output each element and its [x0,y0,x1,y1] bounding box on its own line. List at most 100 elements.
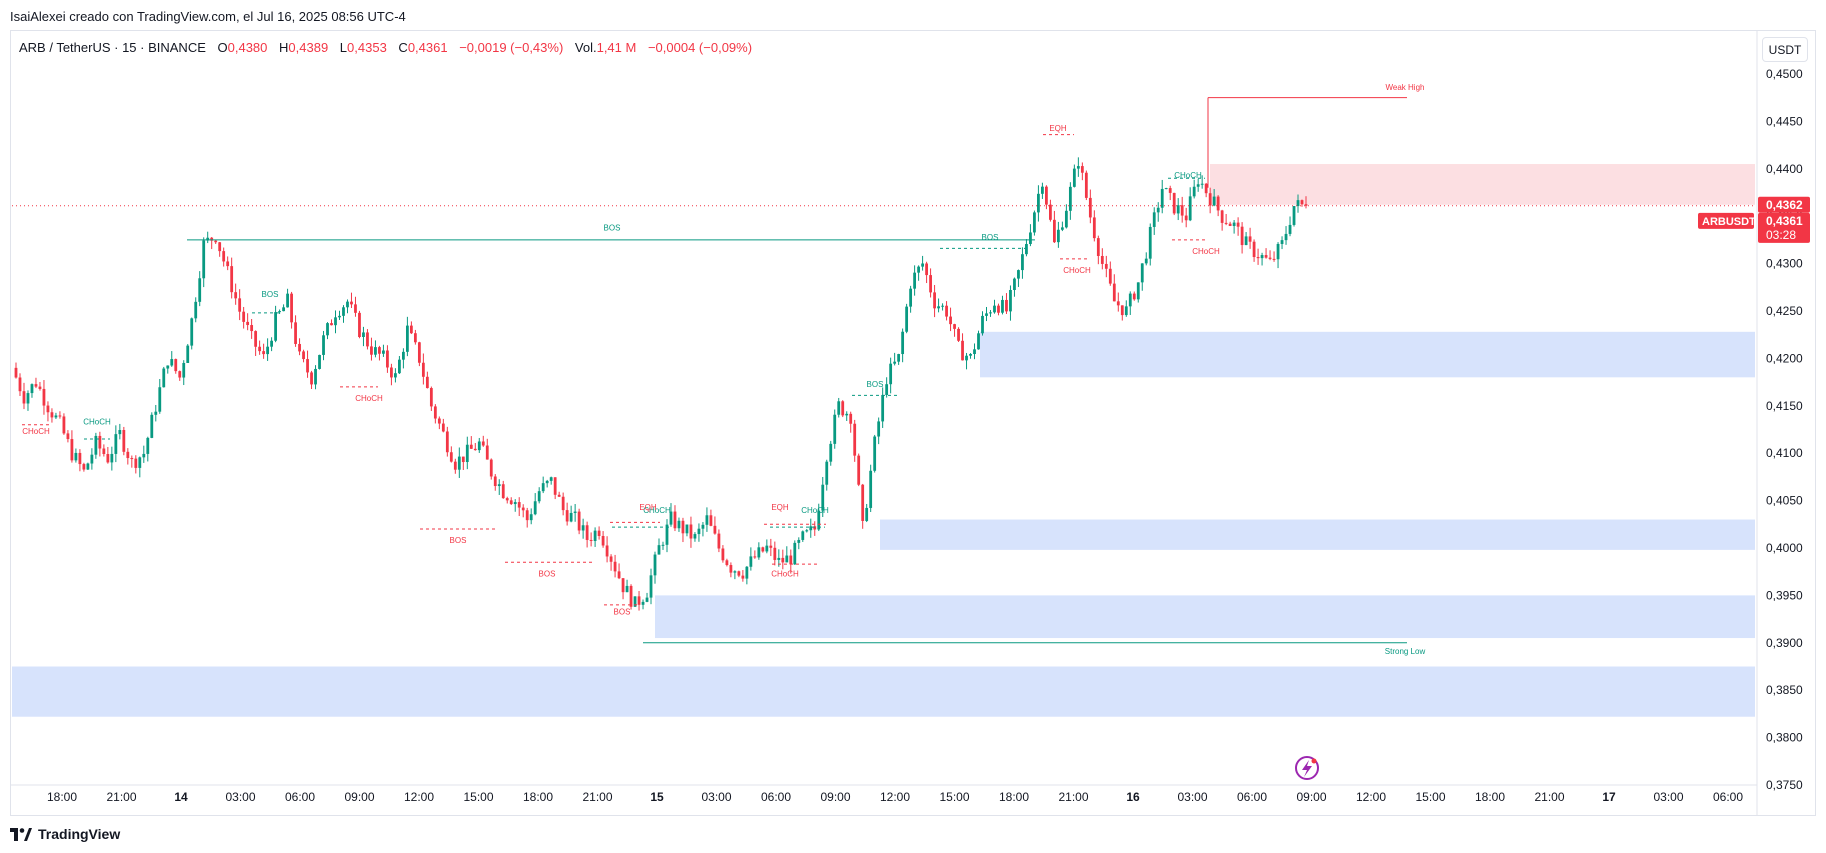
candle [429,388,433,407]
candle [1236,222,1240,227]
candle [849,413,853,424]
candle [721,548,725,561]
candle [1156,207,1160,213]
time-tick-label: 06:00 [761,790,791,804]
candle [246,321,250,326]
candle [913,272,917,289]
candle [370,346,373,355]
candle [729,565,733,573]
candle [733,571,737,573]
candle [413,333,417,343]
candle [441,423,445,432]
candle [142,453,146,458]
candle [298,343,301,352]
candle [278,311,281,313]
candle [589,539,593,541]
candle [873,436,877,471]
tradingview-logo[interactable]: TradingView [10,826,120,842]
candle [497,484,501,487]
candle [58,415,62,417]
structure-label: CHoCH [771,569,799,578]
candle [102,448,106,455]
time-tick-label: 18:00 [1475,790,1505,804]
candle [238,298,242,312]
candle [26,393,30,404]
candle [785,555,789,563]
candle [865,507,869,521]
candle [1108,268,1112,284]
symbol-tag-label: ARBUSDT [1702,216,1756,228]
candle [973,349,976,355]
price-tick-label: 0,4500 [1766,67,1803,81]
demand-zone [980,331,1755,378]
candle [637,596,641,605]
candle [1116,301,1120,306]
candle [1080,166,1084,173]
time-tick-label: 18:00 [523,790,553,804]
candle [194,301,198,319]
candle [941,305,944,307]
candle [565,510,569,522]
candle [725,560,729,566]
candle [633,596,637,607]
candle [1244,236,1248,246]
time-tick-label: 18:00 [999,790,1029,804]
candle [737,571,741,576]
candle [805,530,809,532]
candle [989,312,992,314]
candle [881,394,885,422]
structure-label: CHoCH [801,506,829,515]
time-tick-label: 21:00 [1534,790,1564,804]
candle [1033,212,1036,233]
candle [1208,193,1212,206]
candle [1041,186,1044,194]
candle [1120,305,1124,316]
candle [1021,254,1024,271]
structure-label: Weak High [1386,83,1425,92]
candle [601,535,605,546]
candle [1076,166,1080,169]
legend-symbol[interactable]: ARB / TetherUS · 15 · BINANCE [19,40,206,55]
candle [382,350,385,354]
candle [1272,258,1276,260]
candle [1152,212,1156,227]
candle [1216,196,1220,211]
candle [797,539,801,543]
demand-zone [880,519,1755,550]
candle [557,494,561,497]
candle [405,325,409,352]
price-tick-label: 0,4300 [1766,257,1803,271]
candle [1088,197,1092,218]
legend-high: 0,4389 [288,40,329,55]
candle [877,421,881,437]
legend-close-label: C [398,40,408,55]
candle [134,458,138,468]
currency-button[interactable]: USDT [1762,37,1808,62]
candle [346,301,349,308]
price-tick-label: 0,4100 [1766,446,1803,460]
candle [362,332,365,337]
candle [717,533,721,549]
legend-vol-change: −0,0004 (−0,09%) [647,40,753,55]
candle [158,387,162,412]
candle [705,515,709,525]
candle [286,293,289,308]
candle [769,545,773,548]
candle [1260,255,1264,259]
candle [1192,186,1196,197]
notification-dot [1311,758,1317,764]
time-tick-label: 21:00 [1058,790,1088,804]
lightning-bolt-icon [1302,760,1312,777]
candle [282,307,285,312]
candle [186,345,190,363]
candle [801,531,805,540]
price-tick-label: 0,3750 [1766,778,1803,792]
candle [222,251,226,262]
candle [206,237,210,241]
candle [258,346,262,352]
candle [302,351,305,360]
demand-zone [655,595,1755,639]
candle [90,454,94,464]
candle [549,477,553,481]
